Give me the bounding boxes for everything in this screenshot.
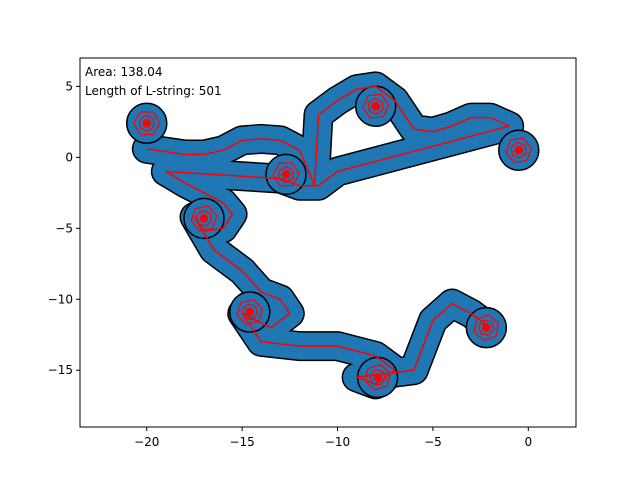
y-tick-label: −15 bbox=[48, 363, 73, 377]
plot-layer bbox=[126, 71, 540, 400]
spiral-coil-5-1 bbox=[190, 205, 218, 232]
spiral-coil-1-3 bbox=[142, 119, 152, 128]
spiral-coil-4-2 bbox=[510, 141, 527, 159]
x-tick-label: −20 bbox=[134, 435, 159, 449]
spiral-coil-8-3 bbox=[481, 323, 491, 333]
y-tick-label: −5 bbox=[55, 221, 73, 235]
area-annotation: Area: 138.04 bbox=[85, 65, 162, 79]
turtle-path bbox=[146, 85, 510, 386]
x-tick-label: −15 bbox=[229, 435, 254, 449]
spiral-coil-4-1 bbox=[505, 137, 533, 163]
spiral-core-2 bbox=[283, 171, 290, 178]
spiral-coil-2-1 bbox=[272, 162, 300, 187]
x-tick-label: −10 bbox=[325, 435, 350, 449]
axes-frame bbox=[79, 57, 577, 428]
spiral-coil-2-2 bbox=[278, 165, 294, 184]
y-tick-label: 0 bbox=[65, 150, 73, 164]
spiral-core-7 bbox=[374, 374, 381, 381]
spiral-coil-6-3 bbox=[245, 307, 255, 317]
spiral-core-8 bbox=[483, 324, 490, 331]
spiral-coil-8-2 bbox=[477, 319, 495, 336]
spiral-coil-7-3 bbox=[373, 372, 383, 382]
spiral-coil-7-1 bbox=[364, 364, 391, 391]
spiral-coil-1-2 bbox=[139, 114, 155, 132]
spiral-coil-2-3 bbox=[281, 170, 291, 179]
y-tick-label: −10 bbox=[48, 292, 73, 306]
spiral-core-6 bbox=[246, 309, 253, 316]
x-tick-label: −5 bbox=[424, 435, 442, 449]
spiral-coil-6-2 bbox=[241, 303, 259, 321]
spiral-coil-5-3 bbox=[199, 213, 209, 223]
spiral-coil-4-3 bbox=[514, 145, 524, 155]
spiral-coil-7-2 bbox=[369, 369, 387, 386]
spiral-core-1 bbox=[143, 120, 150, 127]
spiral-core-3 bbox=[372, 103, 379, 110]
spiral-core-4 bbox=[515, 147, 522, 154]
spiral-coil-8-1 bbox=[473, 314, 500, 342]
spiral-coil-3-3 bbox=[371, 101, 381, 111]
spiral-coil-5-2 bbox=[195, 209, 213, 227]
ticks-layer: −20 −15 −10 −5 0 5 0 −5 −10 −15 bbox=[48, 79, 532, 449]
y-tick-label: 5 bbox=[65, 79, 73, 93]
spiral-coil-3-1 bbox=[362, 93, 390, 119]
x-tick-label: 0 bbox=[524, 435, 532, 449]
lstring-length-annotation: Length of L-string: 501 bbox=[85, 84, 222, 98]
spiral-core-5 bbox=[201, 215, 207, 222]
spiral-coil-1-1 bbox=[133, 111, 161, 136]
spiral-coil-6-1 bbox=[236, 298, 264, 326]
spiral-coil-3-2 bbox=[367, 97, 384, 115]
